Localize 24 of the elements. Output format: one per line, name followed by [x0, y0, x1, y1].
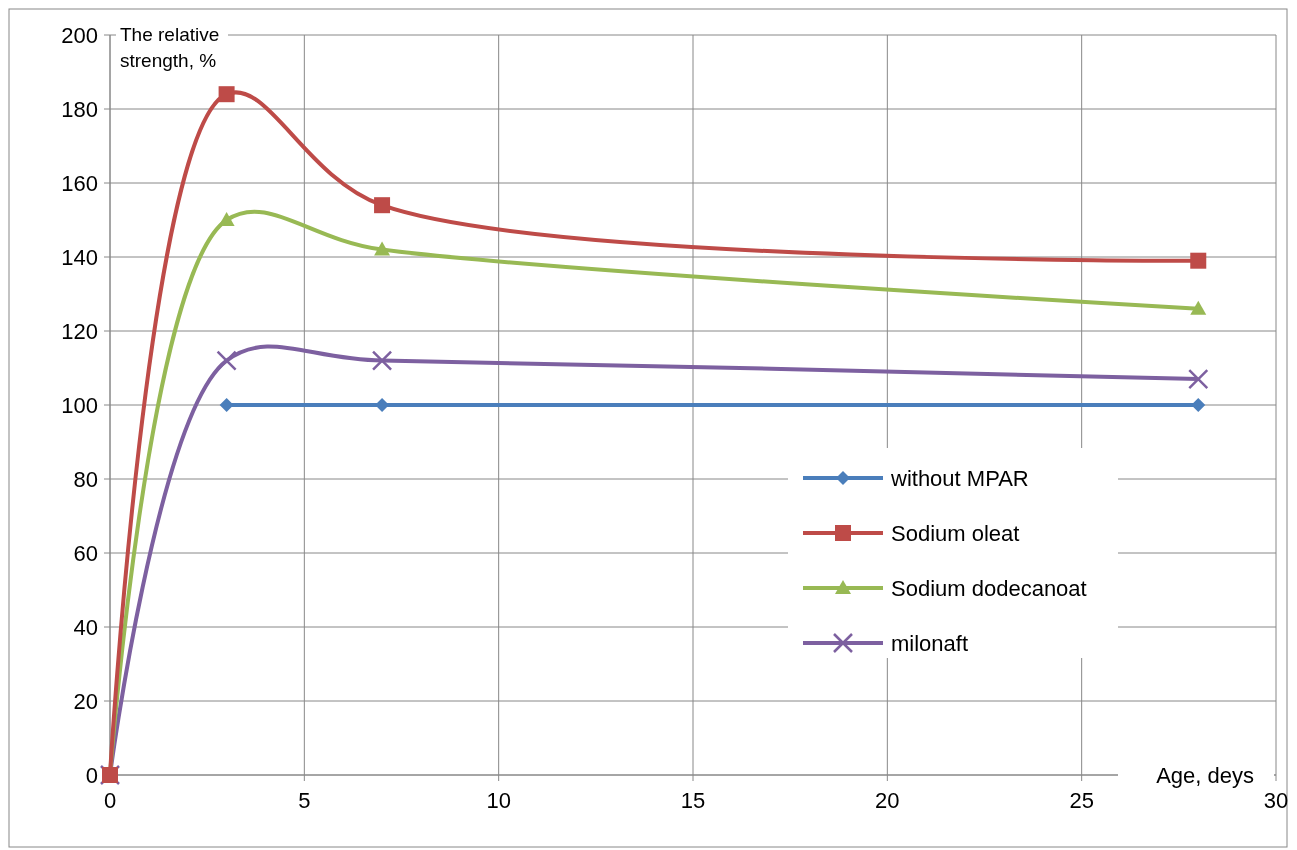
y-tick-label: 160: [61, 171, 98, 196]
x-tick-label: 0: [103, 788, 117, 813]
x-tick-label: 20: [875, 788, 900, 813]
x-tick-label: 30: [1263, 788, 1289, 813]
legend-label: Sodium dodecanoat: [891, 576, 1087, 601]
y-tick-label: 180: [61, 97, 98, 122]
y-tick-label: 120: [61, 319, 98, 344]
y-tick-label: 0: [85, 763, 98, 788]
legend-label: without MPAR: [890, 466, 1029, 491]
y-axis-title: The relative strength, %: [120, 24, 220, 71]
y-tick-label: 60: [73, 541, 98, 566]
y-tick-label: 40: [73, 615, 98, 640]
y-tick-label: 20: [73, 689, 98, 714]
x-tick-label: 10: [486, 788, 511, 813]
y-tick-label: 80: [73, 467, 98, 492]
legend-label: milonaft: [891, 631, 969, 656]
x-tick-label: 15: [680, 788, 706, 813]
legend-label: Sodium oleat: [891, 521, 1020, 546]
x-axis-title: Age, deys: [1156, 763, 1254, 788]
y-tick-label: 100: [61, 393, 98, 418]
y-tick-label: 140: [61, 245, 98, 270]
x-tick-label: 25: [1069, 788, 1094, 813]
x-tick-label: 5: [298, 788, 311, 813]
y-tick-label: 200: [61, 23, 98, 48]
